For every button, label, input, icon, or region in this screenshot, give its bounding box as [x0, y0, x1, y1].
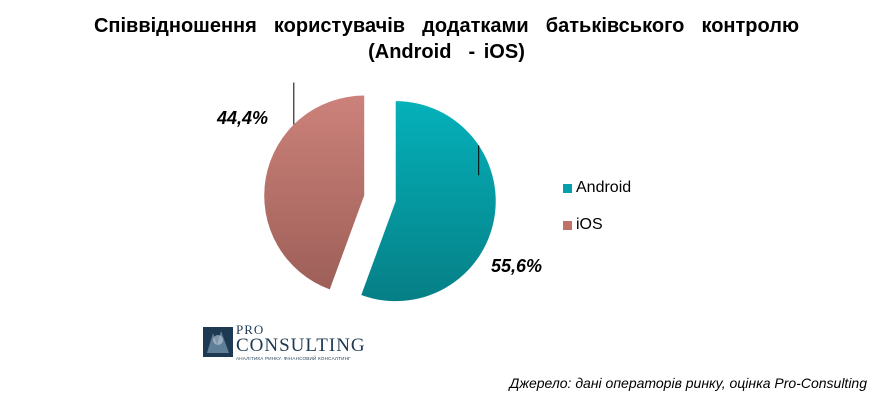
logo-emblem-icon [203, 327, 233, 357]
logo-text-pro: PRO [236, 322, 265, 337]
legend-label-ios: iOS [576, 216, 603, 233]
pie-slice-ios [264, 95, 365, 290]
logo-tagline: АНАЛІТИКА РИНКУ. ФІНАНСОВИЙ КОНСАЛТИНГ [236, 356, 351, 361]
logo-text-consulting: CONSULTING [236, 335, 366, 356]
pro-consulting-logo: PRO CONSULTING АНАЛІТИКА РИНКУ. ФІНАНСОВ… [203, 322, 365, 364]
source-note: Джерело: дані операторів ринку, оцінка P… [509, 375, 867, 391]
data-label-android: 55,6% [491, 256, 543, 276]
legend: Android iOS [563, 177, 631, 251]
data-label-ios: 44,4% [217, 108, 269, 128]
chart-title: Співвідношення користувачів додатками ба… [93, 15, 800, 37]
legend-swatch-android [563, 183, 572, 193]
pie-slice-android [361, 101, 496, 302]
legend-label-android: Android [576, 179, 632, 196]
legend-item-android: Android [563, 177, 631, 199]
legend-swatch-ios [563, 220, 572, 230]
chart-subtitle: (Android - iOS) [368, 41, 525, 63]
legend-item-ios: iOS [563, 214, 631, 236]
chart-title-block: Співвідношення користувачів додатками ба… [0, 13, 893, 65]
